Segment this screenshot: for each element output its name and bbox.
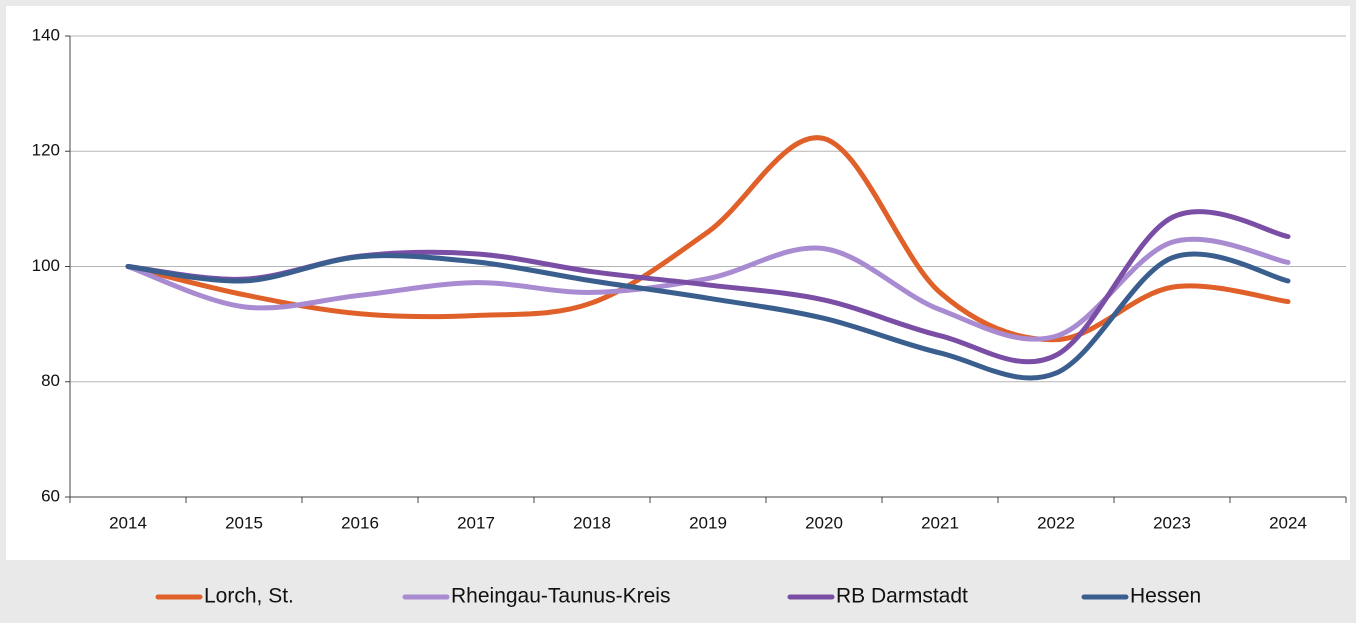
y-tick-label: 80: [41, 371, 60, 390]
series-line: [125, 251, 1291, 381]
x-tick-label: 2021: [921, 513, 959, 532]
x-tick-label: 2022: [1037, 513, 1075, 532]
legend: Lorch, St. Rheingau-Taunus-Kreis RB Darmst…: [155, 585, 1201, 608]
y-tick-label: 100: [32, 256, 60, 275]
y-tick-label: 60: [41, 486, 60, 505]
y-tick-label: 120: [32, 141, 60, 160]
legend-label: Rheingau-Taunus-Kreis: [451, 585, 670, 608]
x-tick-label: 2023: [1153, 513, 1191, 532]
legend-label: RB Darmstadt: [836, 585, 968, 608]
x-tick-label: 2015: [225, 513, 263, 532]
x-tick-label: 2018: [573, 513, 611, 532]
y-tick-label: 140: [32, 25, 60, 44]
legend-label: Hessen: [1130, 585, 1201, 608]
x-tick-label: 2019: [689, 513, 727, 532]
x-tick-label: 2020: [805, 513, 843, 532]
x-tick-label: 2016: [341, 513, 379, 532]
x-tick-label: 2024: [1269, 513, 1307, 532]
x-tick-label: 2017: [457, 513, 495, 532]
legend-label: Lorch, St.: [204, 585, 294, 608]
x-tick-label: 2014: [109, 513, 147, 532]
